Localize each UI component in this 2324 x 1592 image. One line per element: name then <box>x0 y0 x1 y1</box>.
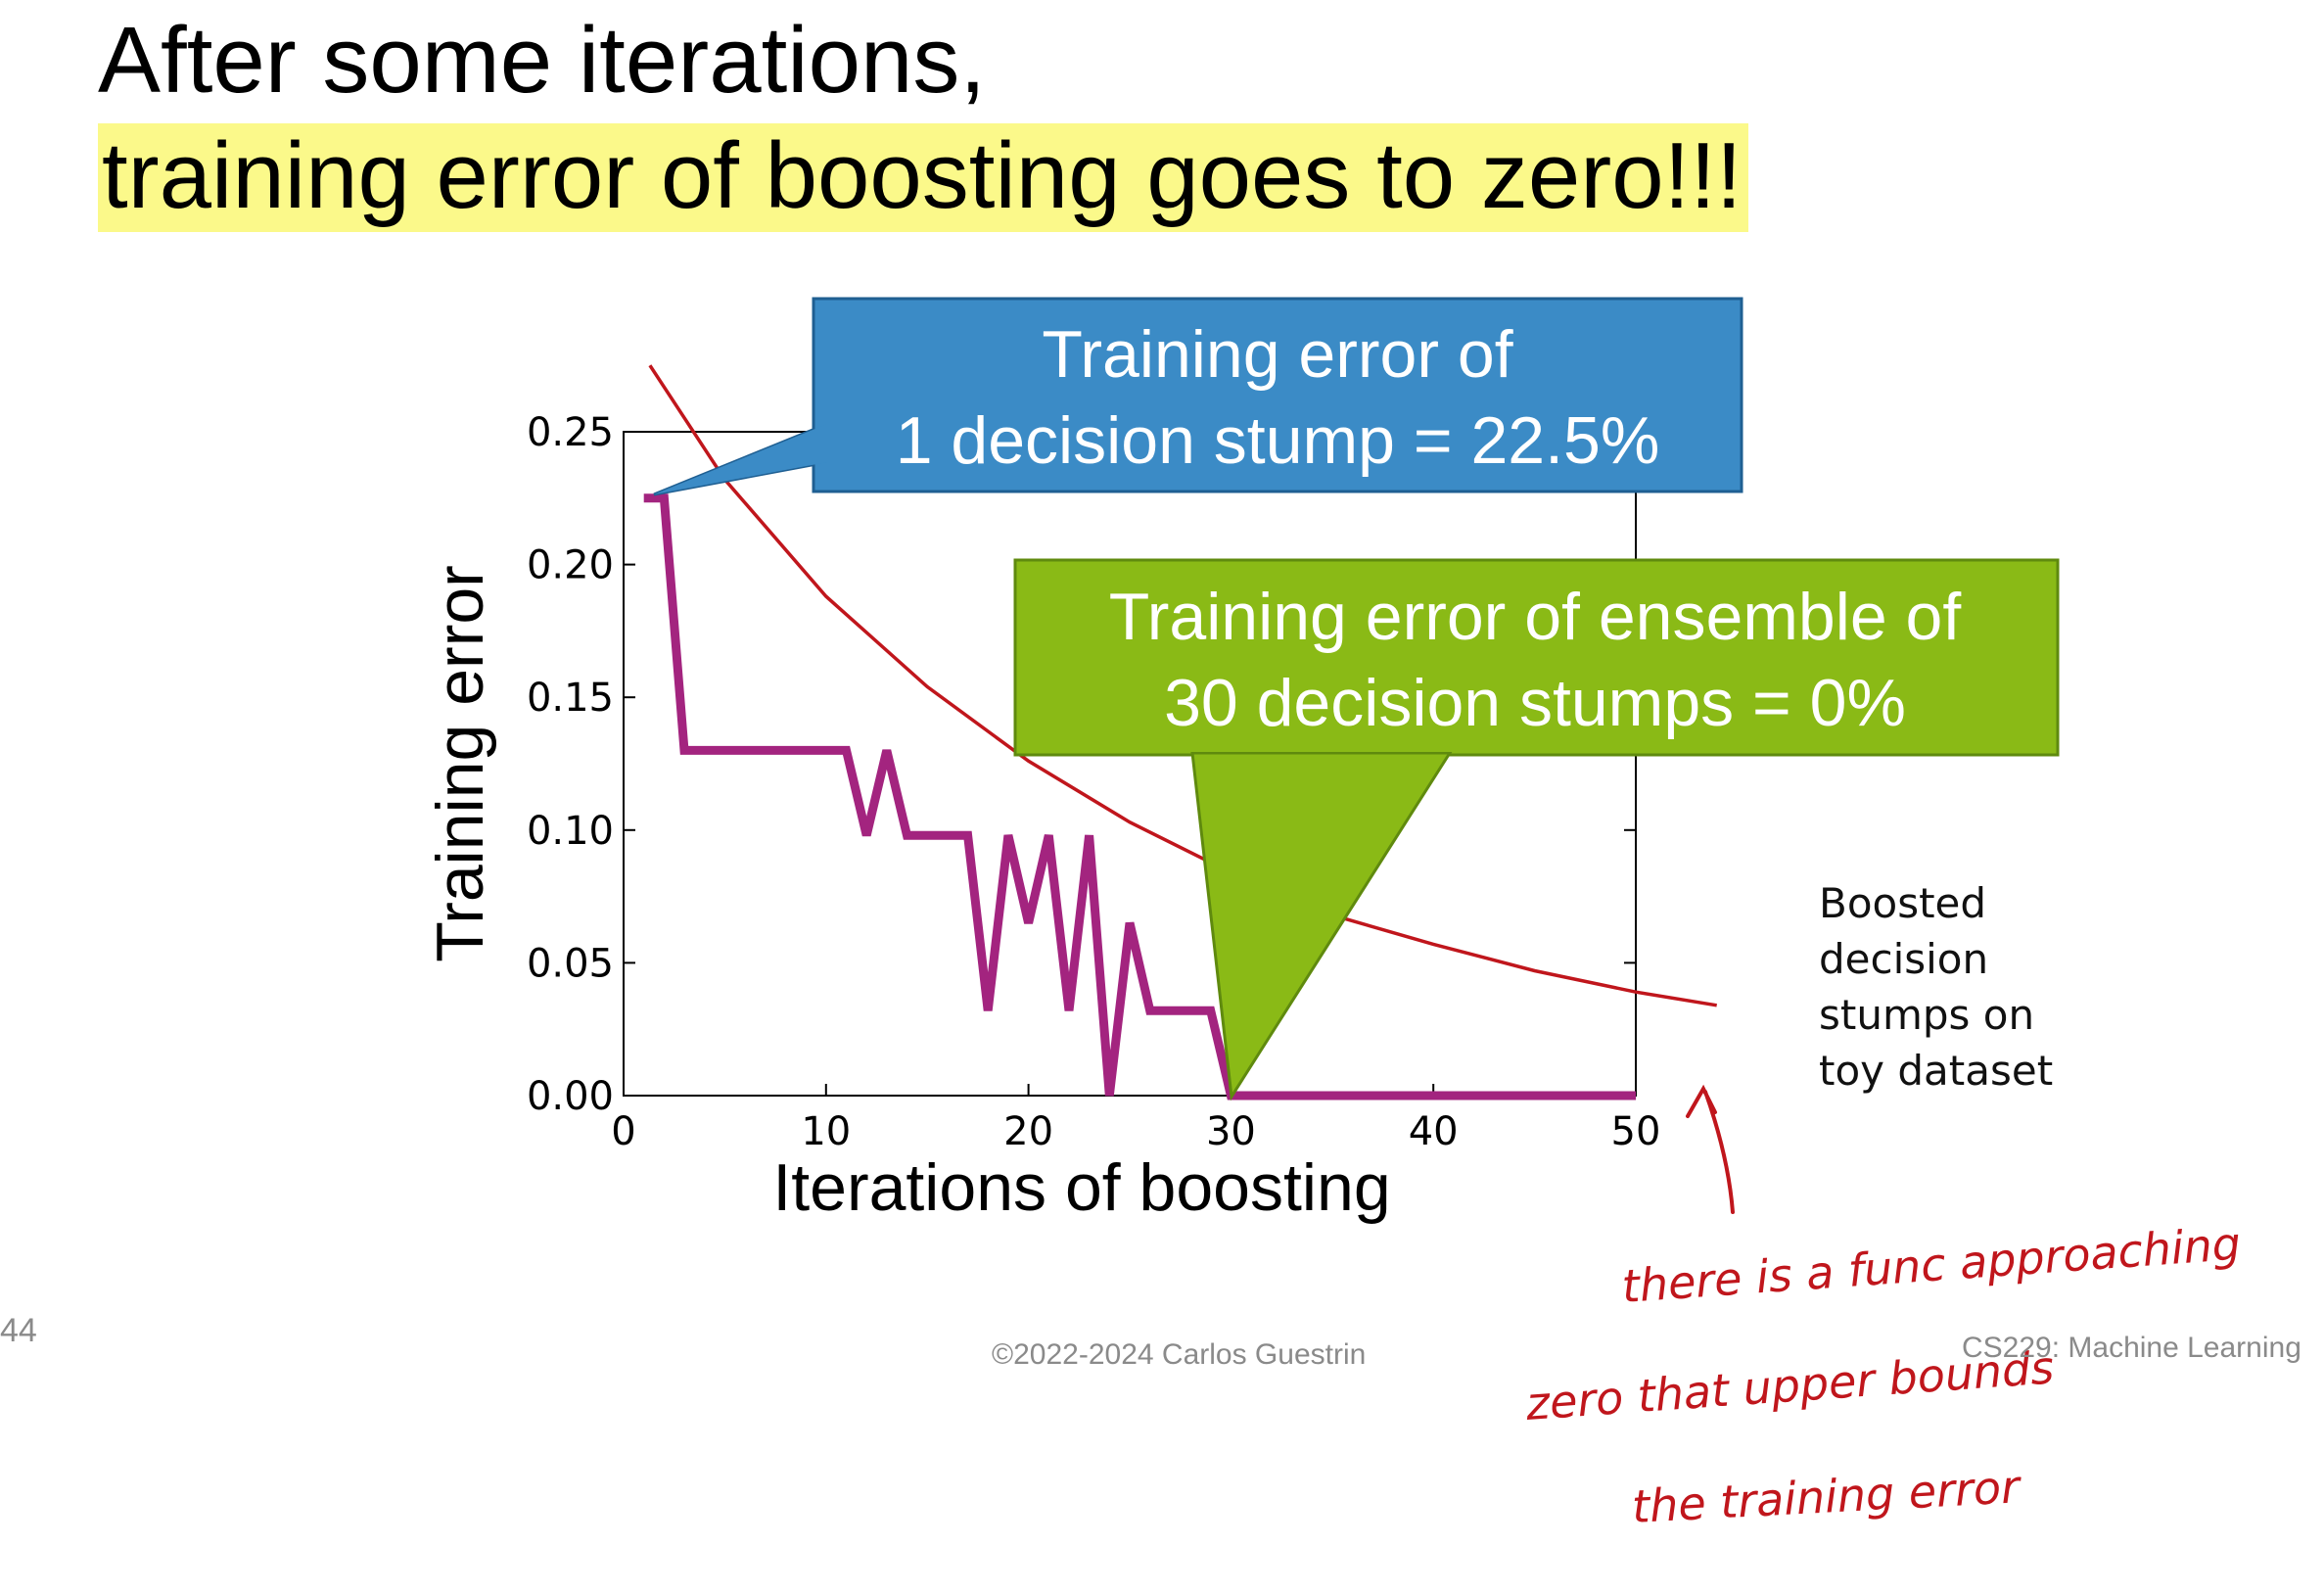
axes: 0.00 0.05 0.10 0.15 0.20 0.25 0 10 20 30 40 50 Ite… <box>423 410 1660 1225</box>
annotation-line: there is a func approaching <box>1620 1217 2243 1313</box>
annotation-arrow <box>1686 1084 1735 1214</box>
x-ticks: 0 10 20 30 40 50 <box>611 432 1660 1154</box>
callout-ensemble-box <box>1013 558 2060 757</box>
y-tick-label: 0.00 <box>527 1074 614 1119</box>
callout-single-stump: Training error of 1 decision stump = 22.… <box>653 297 1743 496</box>
side-note-line: stumps on <box>1819 991 2034 1039</box>
x-tick-label: 0 <box>611 1109 635 1154</box>
side-note: Boosted decision stumps on toy dataset <box>1819 879 2053 1095</box>
x-tick-label: 20 <box>1003 1109 1053 1154</box>
y-tick-label: 0.15 <box>527 676 614 721</box>
callout-ensemble-pointer <box>1190 751 1453 1101</box>
x-tick-label: 40 <box>1409 1109 1459 1154</box>
callout-single-stump-line2: 1 decision stump = 22.5% <box>896 403 1660 478</box>
callout-ensemble-line2: 30 decision stumps = 0% <box>1164 666 1906 740</box>
data-series <box>643 364 1717 1100</box>
upper-bound-curve <box>648 364 1717 1007</box>
copyright: ©2022-2024 Carlos Guestrin <box>992 1338 1367 1371</box>
side-note-line: decision <box>1819 935 1988 983</box>
callout-single-stump-box <box>812 297 1743 493</box>
annotation-line: the training error <box>1631 1460 2023 1533</box>
x-tick-label: 30 <box>1206 1109 1256 1154</box>
x-tick-label: 50 <box>1611 1109 1661 1154</box>
callout-ensemble-line1: Training error of ensemble of <box>1109 580 1962 654</box>
slide-subtitle: training error of boosting goes to zero!… <box>98 123 1748 232</box>
plot-frame <box>623 431 1637 1097</box>
y-tick-label: 0.25 <box>527 410 614 455</box>
side-note-line: Boosted <box>1819 879 1986 927</box>
training-error-line <box>643 493 1636 1100</box>
y-tick-label: 0.05 <box>527 941 614 986</box>
side-note-line: toy dataset <box>1819 1047 2053 1095</box>
highlighted-title: training error of boosting goes to zero!… <box>98 123 1748 232</box>
y-tick-label: 0.10 <box>527 809 614 854</box>
y-ticks: 0.00 0.05 0.10 0.15 0.20 0.25 <box>527 410 1636 1119</box>
callout-ensemble: Training error of ensemble of 30 decisio… <box>1013 558 2060 1101</box>
handwritten-annotation: there is a func approaching zero that up… <box>1523 1084 2243 1533</box>
course-name: CS229: Machine Learning <box>1962 1332 2301 1364</box>
callout-single-stump-line1: Training error of <box>1042 317 1512 392</box>
x-tick-label: 10 <box>801 1109 851 1154</box>
y-tick-label: 0.20 <box>527 543 614 588</box>
slide-number: 44 <box>0 1312 37 1349</box>
x-axis-label: Iterations of boosting <box>772 1150 1390 1225</box>
slide-title: After some iterations, <box>98 8 987 113</box>
y-axis-label: Training error <box>423 565 497 962</box>
